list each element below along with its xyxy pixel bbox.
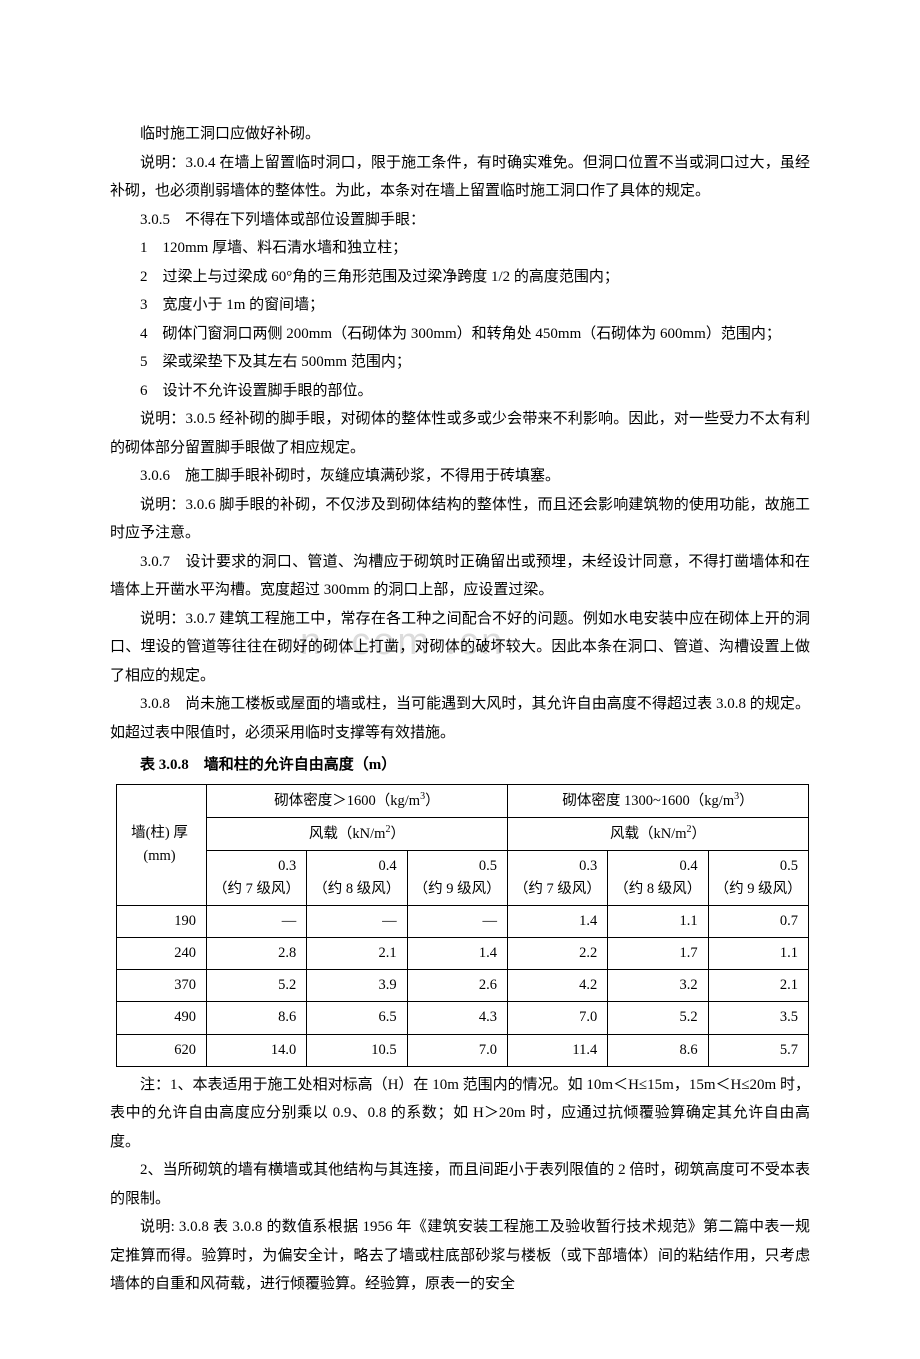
table-cell: 2.1 [708, 970, 808, 1002]
table-cell: 1.7 [608, 938, 708, 970]
table-cell: 8.6 [206, 1002, 306, 1034]
clause-heading: 3.0.7 设计要求的洞口、管道、沟槽应于砌筑时正确留出或预埋，未经设计同意，不… [110, 548, 810, 605]
body-text: 说明：3.0.7 建筑工程施工中，常存在各工种之间配合不好的问题。例如水电安装中… [110, 605, 810, 691]
body-text: 说明：3.0.4 在墙上留置临时洞口，限于施工条件，有时确实难免。但洞口位置不当… [110, 149, 810, 206]
column-header: 0.4（约 8 级风） [307, 850, 407, 905]
table-row: 4908.66.54.37.05.23.5 [117, 1002, 809, 1034]
body-text: 临时施工洞口应做好补砌。 [110, 120, 810, 149]
table-cell: 1.4 [407, 938, 507, 970]
table-cell: 10.5 [307, 1034, 407, 1066]
table-cell: 2.2 [507, 938, 607, 970]
column-header: 0.5（约 9 级风） [708, 850, 808, 905]
list-item: 6 设计不允许设置脚手眼的部位。 [110, 377, 810, 406]
table-cell: — [407, 905, 507, 937]
table-note: 注：1、本表适用于施工处相对标高（H）在 10m 范围内的情况。如 10m＜H≤… [110, 1071, 810, 1157]
table-cell: 5.2 [206, 970, 306, 1002]
table-cell: 7.0 [507, 1002, 607, 1034]
table-cell: 8.6 [608, 1034, 708, 1066]
column-header: 砌体密度＞1600（kg/m3） [206, 784, 507, 817]
table-row: 墙(柱) 厚 (mm) 砌体密度＞1600（kg/m3） 砌体密度 1300~1… [117, 784, 809, 817]
column-header: 0.5（约 9 级风） [407, 850, 507, 905]
table-cell: 1.1 [708, 938, 808, 970]
table-row: 3705.23.92.64.23.22.1 [117, 970, 809, 1002]
table-cell: — [206, 905, 306, 937]
table-cell: 2.1 [307, 938, 407, 970]
table-cell: 5.2 [608, 1002, 708, 1034]
table-title: 表 3.0.8 墙和柱的允许自由高度（m） [110, 751, 810, 780]
table-cell: — [307, 905, 407, 937]
column-header: 0.3（约 7 级风） [206, 850, 306, 905]
table-cell: 4.2 [507, 970, 607, 1002]
column-header: 风载（kN/m2） [507, 817, 808, 850]
table-cell: 14.0 [206, 1034, 306, 1066]
clause-heading: 3.0.8 尚未施工楼板或屋面的墙或柱，当可能遇到大风时，其允许自由高度不得超过… [110, 690, 810, 747]
table-row: 62014.010.57.011.48.65.7 [117, 1034, 809, 1066]
body-text: 说明：3.0.6 脚手眼的补砌，不仅涉及到砌体结构的整体性，而且还会影响建筑物的… [110, 491, 810, 548]
table-cell: 3.5 [708, 1002, 808, 1034]
table-row: 0.3（约 7 级风）0.4（约 8 级风）0.5（约 9 级风）0.3（约 7… [117, 850, 809, 905]
table-cell: 1.4 [507, 905, 607, 937]
table-cell: 6.5 [307, 1002, 407, 1034]
column-header: 风载（kN/m2） [206, 817, 507, 850]
list-item: 2 过梁上与过梁成 60°角的三角形范围及过梁净跨度 1/2 的高度范围内； [110, 263, 810, 292]
row-header: 490 [117, 1002, 207, 1034]
clause-heading: 3.0.6 施工脚手眼补砌时，灰缝应填满砂浆，不得用于砖填塞。 [110, 462, 810, 491]
row-header: 190 [117, 905, 207, 937]
document-body: 临时施工洞口应做好补砌。 说明：3.0.4 在墙上留置临时洞口，限于施工条件，有… [110, 120, 810, 1299]
table-cell: 7.0 [407, 1034, 507, 1066]
row-header: 240 [117, 938, 207, 970]
row-header: 370 [117, 970, 207, 1002]
row-header: 620 [117, 1034, 207, 1066]
allowable-height-table: 墙(柱) 厚 (mm) 砌体密度＞1600（kg/m3） 砌体密度 1300~1… [116, 784, 809, 1067]
table-cell: 0.7 [708, 905, 808, 937]
list-item: 5 梁或梁垫下及其左右 500mm 范围内； [110, 348, 810, 377]
column-header: 0.4（约 8 级风） [608, 850, 708, 905]
list-item: 1 120mm 厚墙、料石清水墙和独立柱； [110, 234, 810, 263]
table-row: 190———1.41.10.7 [117, 905, 809, 937]
clause-heading: 3.0.5 不得在下列墙体或部位设置脚手眼： [110, 206, 810, 235]
column-header: 0.3（约 7 级风） [507, 850, 607, 905]
table-cell: 11.4 [507, 1034, 607, 1066]
table-cell: 3.9 [307, 970, 407, 1002]
body-text: 说明: 3.0.8 表 3.0.8 的数值系根据 1956 年《建筑安装工程施工… [110, 1213, 810, 1299]
list-item: 4 砌体门窗洞口两侧 200mm（石砌体为 300mm）和转角处 450mm（石… [110, 320, 810, 349]
table-row: 风载（kN/m2） 风载（kN/m2） [117, 817, 809, 850]
body-text: 说明：3.0.5 经补砌的脚手眼，对砌体的整体性或多或少会带来不利影响。因此，对… [110, 405, 810, 462]
table-row: 2402.82.11.42.21.71.1 [117, 938, 809, 970]
table-cell: 4.3 [407, 1002, 507, 1034]
table-note: 2、当所砌筑的墙有横墙或其他结构与其连接，而且间距小于表列限值的 2 倍时，砌筑… [110, 1156, 810, 1213]
table-cell: 2.6 [407, 970, 507, 1002]
table-cell: 1.1 [608, 905, 708, 937]
list-item: 3 宽度小于 1m 的窗间墙； [110, 291, 810, 320]
column-header: 砌体密度 1300~1600（kg/m3） [507, 784, 808, 817]
row-header: 墙(柱) 厚 (mm) [117, 784, 207, 905]
table-cell: 2.8 [206, 938, 306, 970]
table-cell: 5.7 [708, 1034, 808, 1066]
table-cell: 3.2 [608, 970, 708, 1002]
